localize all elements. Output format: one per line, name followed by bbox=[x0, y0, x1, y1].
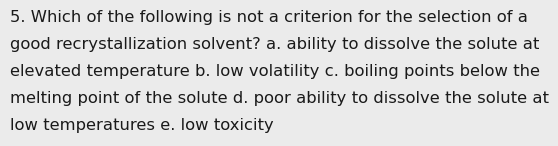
Text: 5. Which of the following is not a criterion for the selection of a: 5. Which of the following is not a crite… bbox=[10, 10, 528, 25]
Text: low temperatures e. low toxicity: low temperatures e. low toxicity bbox=[10, 118, 274, 133]
Text: elevated temperature b. low volatility c. boiling points below the: elevated temperature b. low volatility c… bbox=[10, 64, 540, 79]
Text: melting point of the solute d. poor ability to dissolve the solute at: melting point of the solute d. poor abil… bbox=[10, 91, 549, 106]
Text: good recrystallization solvent? a. ability to dissolve the solute at: good recrystallization solvent? a. abili… bbox=[10, 37, 540, 52]
